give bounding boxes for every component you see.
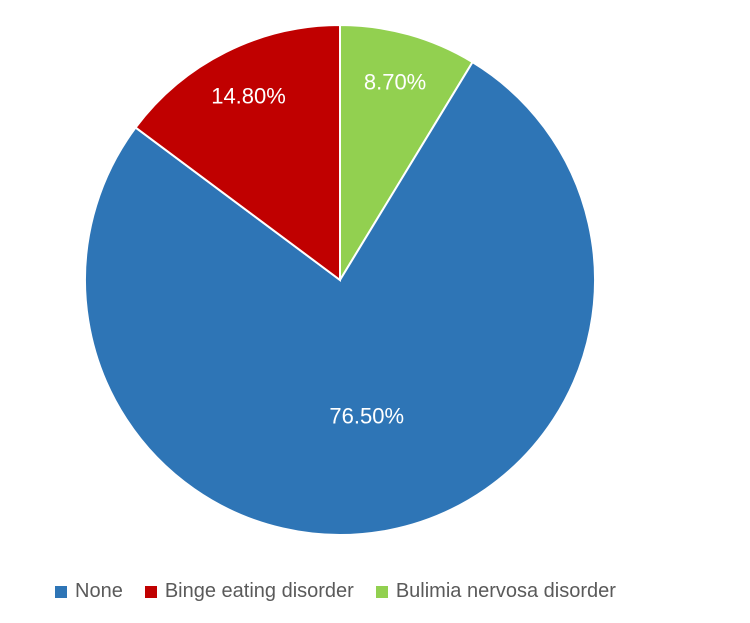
- legend-item-bulimia: Bulimia nervosa disorder: [376, 580, 616, 603]
- legend-label-binge: Binge eating disorder: [165, 580, 354, 603]
- legend-item-binge: Binge eating disorder: [145, 580, 354, 603]
- legend-swatch-bulimia: [376, 586, 388, 598]
- pie-chart-container: 8.70% 76.50% 14.80% None Binge eating diso…: [0, 0, 750, 623]
- pie-chart: 8.70% 76.50% 14.80%: [50, 10, 630, 550]
- legend-label-bulimia: Bulimia nervosa disorder: [396, 580, 616, 603]
- pie-svg: 8.70% 76.50% 14.80%: [50, 10, 630, 550]
- pie-slice-label: 8.70%: [364, 69, 426, 94]
- legend-item-none: None: [55, 580, 123, 603]
- pie-slice-label: 14.80%: [211, 83, 286, 108]
- legend-swatch-none: [55, 586, 67, 598]
- legend-label-none: None: [75, 580, 123, 603]
- legend: None Binge eating disorder Bulimia nervo…: [55, 580, 616, 603]
- legend-swatch-binge: [145, 586, 157, 598]
- pie-slice-label: 76.50%: [329, 403, 404, 428]
